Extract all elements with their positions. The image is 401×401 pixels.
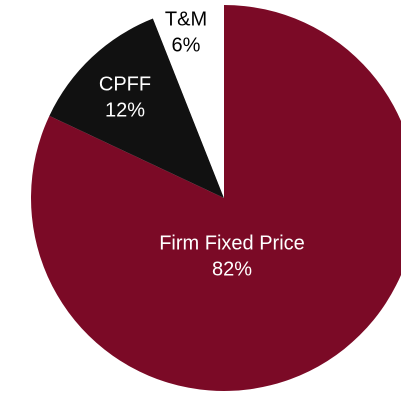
slice-label: CPFF: [99, 73, 151, 95]
slice-label: T&M: [165, 8, 207, 30]
value-label: 6%: [172, 34, 201, 56]
value-label: 12%: [105, 99, 145, 121]
pie-slice: [49, 18, 224, 199]
value-label: 82%: [212, 258, 252, 280]
pie-slice: [152, 5, 224, 198]
pie-slice: [31, 5, 401, 391]
slice-label: Firm Fixed Price: [159, 232, 305, 254]
